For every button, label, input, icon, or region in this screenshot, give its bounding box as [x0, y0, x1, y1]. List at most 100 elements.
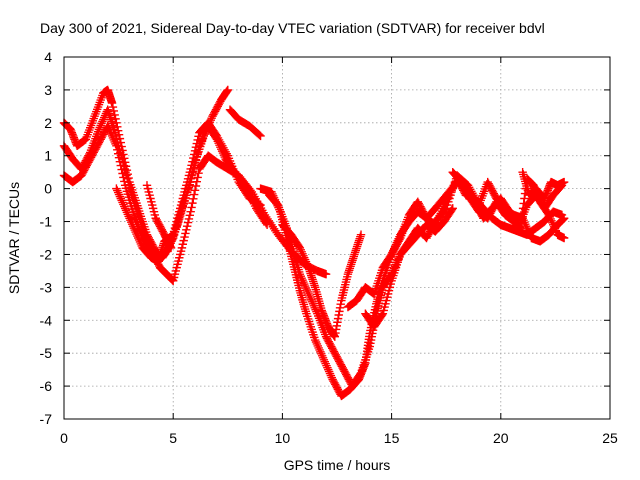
data-point — [166, 243, 176, 253]
data-point — [169, 276, 178, 285]
data-point — [189, 190, 199, 199]
data-point — [379, 306, 388, 315]
data-point — [177, 243, 187, 253]
data-point — [150, 210, 160, 220]
data-point — [108, 102, 118, 112]
y-tick-label: 3 — [44, 82, 52, 98]
data-point — [171, 266, 181, 276]
y-tick-label: 1 — [44, 148, 52, 164]
data-point — [149, 207, 159, 216]
chart-title: Day 300 of 2021, Sidereal Day-to-day VTE… — [40, 20, 545, 36]
data-point — [172, 263, 181, 272]
data-point — [183, 174, 193, 183]
y-tick-label: -4 — [40, 312, 53, 328]
data-point — [107, 98, 117, 108]
data-point — [194, 168, 203, 178]
data-point — [144, 187, 153, 197]
data-point — [180, 187, 189, 197]
y-tick-label: -3 — [40, 279, 53, 295]
data-point — [184, 214, 194, 224]
data-point — [190, 146, 200, 155]
data-point — [256, 200, 265, 210]
data-point — [190, 186, 200, 195]
data-point — [188, 198, 197, 208]
data-point — [142, 181, 152, 190]
data-point — [182, 225, 191, 234]
data-point — [176, 246, 186, 256]
data-point — [559, 233, 569, 243]
data-point — [194, 132, 203, 141]
data-point — [143, 184, 153, 193]
data-point — [380, 302, 389, 312]
data-point — [442, 204, 451, 213]
data-point — [174, 256, 183, 266]
data-point — [385, 283, 395, 292]
data-point — [170, 223, 180, 233]
data-point — [182, 177, 192, 187]
data-point — [170, 270, 180, 279]
data-point — [182, 221, 192, 231]
data-point — [174, 210, 183, 220]
data-point — [191, 181, 201, 191]
data-point — [169, 273, 179, 282]
data-point — [377, 310, 387, 320]
data-point — [559, 177, 569, 187]
data-point — [184, 171, 194, 180]
data-point — [175, 207, 184, 216]
data-point — [384, 286, 394, 295]
y-tick-labels: 4 3 2 1 0 -1 -2 -3 -4 -5 -6 -7 — [40, 49, 53, 427]
data-point — [178, 194, 188, 203]
data-point — [378, 309, 388, 318]
data-point — [382, 296, 391, 305]
data-point — [118, 169, 127, 178]
data-point — [187, 203, 196, 212]
data-point — [146, 194, 155, 203]
data-point — [193, 135, 202, 145]
data-point — [115, 157, 125, 166]
data-point — [193, 173, 202, 182]
y-tick-label: 4 — [44, 49, 52, 65]
x-tick-label: 0 — [60, 430, 68, 446]
data-point — [192, 139, 201, 148]
series-10 — [361, 204, 457, 332]
plot-frame — [63, 56, 611, 420]
data-point — [191, 142, 201, 152]
data-point — [171, 220, 181, 230]
x-axis-label: GPS time / hours — [284, 457, 391, 473]
data-point — [172, 217, 181, 226]
data-point — [148, 200, 157, 210]
data-point — [255, 130, 264, 140]
x-tick-labels: 0 5 10 15 20 25 — [60, 430, 618, 446]
x-tick-label: 5 — [169, 430, 177, 446]
x-tick-label: 10 — [275, 430, 291, 446]
x-tick-label: 25 — [602, 430, 618, 446]
x-tick-label: 15 — [384, 430, 400, 446]
series-11 — [448, 167, 569, 243]
data-point — [559, 214, 569, 223]
data-point — [186, 207, 195, 216]
data-point — [383, 293, 392, 302]
data-point — [189, 153, 198, 163]
data-point — [443, 200, 452, 210]
data-point — [177, 197, 187, 206]
data-point — [447, 205, 457, 214]
data-point — [169, 227, 179, 236]
data-point — [147, 197, 156, 206]
data-point — [440, 205, 450, 214]
x-tick-label: 20 — [493, 430, 509, 446]
data-point — [145, 191, 154, 200]
data-point — [183, 218, 193, 227]
data-point — [187, 161, 196, 170]
data-point — [169, 230, 178, 239]
y-tick-label: -2 — [40, 246, 53, 262]
data-points — [59, 85, 569, 401]
data-point — [448, 204, 457, 213]
data-point — [356, 230, 366, 239]
data-point — [192, 177, 201, 186]
data-point — [383, 289, 393, 299]
data-point — [175, 204, 185, 213]
data-point — [182, 181, 191, 190]
data-point — [148, 204, 158, 213]
y-tick-label: -1 — [40, 214, 53, 230]
y-tick-label: -6 — [40, 378, 53, 394]
